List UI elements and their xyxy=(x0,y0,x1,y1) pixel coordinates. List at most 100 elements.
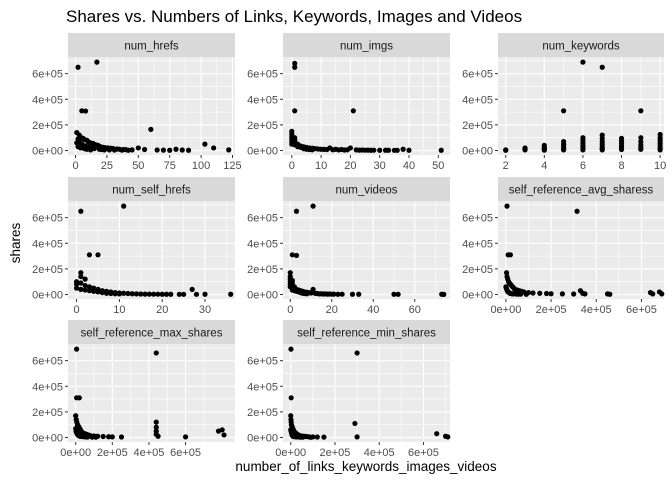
data-point xyxy=(503,270,510,276)
data-point xyxy=(138,291,144,297)
y-tick-label: 0e+00 xyxy=(462,146,493,158)
x-tick-label: 10 xyxy=(315,160,327,172)
data-point xyxy=(75,64,81,70)
data-point xyxy=(548,291,554,297)
x-tick-label: 0e+00 xyxy=(490,304,521,316)
data-point xyxy=(561,147,567,153)
panel-background xyxy=(68,344,235,442)
data-point xyxy=(125,147,131,153)
data-point xyxy=(395,291,401,297)
data-point xyxy=(350,108,356,114)
data-point xyxy=(86,252,93,258)
x-tick-label: 2 xyxy=(503,160,509,172)
data-point xyxy=(181,291,187,297)
y-tick-label: 2e+05 xyxy=(32,407,63,419)
facet-strip-label: num_self_hrefs xyxy=(112,185,191,197)
data-point xyxy=(543,290,550,297)
facet-strip xyxy=(283,33,450,57)
panel-background xyxy=(68,57,235,155)
x-tick-label: 0 xyxy=(287,304,293,316)
panel-background xyxy=(498,201,664,299)
facet-panel-self_reference_min_shares: self_reference_min_shares 0e+00 2e+05 4e+05… xyxy=(247,320,451,459)
data-point xyxy=(354,350,360,356)
data-point xyxy=(503,147,509,153)
x-tick-label: 8 xyxy=(618,160,624,172)
y-tick-label: 6e+05 xyxy=(247,213,278,225)
x-tick-label: 4e+05 xyxy=(581,304,612,316)
x-tick-label: 20 xyxy=(344,160,356,172)
data-point xyxy=(434,431,440,437)
x-tick-label: 6e+05 xyxy=(170,447,201,459)
data-point xyxy=(385,147,392,153)
data-point xyxy=(112,291,118,297)
y-tick-label: 6e+05 xyxy=(32,69,63,81)
x-tick-label: 4e+05 xyxy=(364,447,395,459)
data-point xyxy=(155,291,161,297)
data-point xyxy=(517,291,524,297)
y-tick-label: 4e+05 xyxy=(247,94,278,106)
data-point xyxy=(618,146,625,153)
data-point xyxy=(133,291,140,297)
data-point xyxy=(226,147,232,153)
y-tick-label: 2e+05 xyxy=(32,120,63,132)
data-point xyxy=(314,434,320,440)
data-point xyxy=(173,146,179,152)
data-point xyxy=(650,291,656,297)
data-point xyxy=(202,291,208,297)
x-tick-label: 75 xyxy=(164,160,176,172)
y-tick-label: 4e+05 xyxy=(247,381,278,393)
facet-strip xyxy=(283,177,450,201)
x-tick-label: 20 xyxy=(156,304,168,316)
data-point xyxy=(580,147,586,153)
x-tick-label: 40 xyxy=(367,304,379,316)
data-point xyxy=(352,420,358,427)
data-point xyxy=(82,108,89,114)
data-point xyxy=(182,434,189,440)
data-point xyxy=(607,291,613,297)
data-point xyxy=(523,291,529,297)
y-tick-label: 0e+00 xyxy=(247,290,278,302)
data-point xyxy=(74,346,80,352)
data-point xyxy=(377,147,383,153)
data-point xyxy=(327,145,333,151)
data-point xyxy=(292,108,298,114)
y-tick-label: 6e+05 xyxy=(247,356,278,368)
data-point xyxy=(153,350,159,356)
data-point xyxy=(95,289,101,295)
facet-strip-label: self_reference_min_shares xyxy=(297,328,436,340)
y-tick-label: 0e+00 xyxy=(247,433,278,445)
data-point xyxy=(99,289,105,296)
data-point xyxy=(438,147,444,153)
y-tick-label: 0e+00 xyxy=(462,290,493,302)
data-point xyxy=(73,413,79,419)
y-tick-label: 0e+00 xyxy=(32,290,63,302)
data-point xyxy=(406,147,412,153)
data-point xyxy=(571,291,577,297)
data-point xyxy=(129,291,135,297)
x-tick-label: 0 xyxy=(72,160,78,172)
y-tick-label: 2e+05 xyxy=(247,120,278,132)
data-point xyxy=(91,288,97,294)
data-point xyxy=(339,291,345,297)
data-point xyxy=(394,147,400,153)
x-tick-label: 6e+05 xyxy=(408,447,439,459)
data-point xyxy=(308,434,314,440)
x-tick-label: 2e+05 xyxy=(536,304,567,316)
data-point xyxy=(288,395,294,401)
data-point xyxy=(202,141,208,147)
data-point xyxy=(101,147,108,153)
x-tick-label: 40 xyxy=(403,160,415,172)
data-point xyxy=(310,286,316,292)
data-point xyxy=(441,291,447,297)
data-point xyxy=(362,147,368,153)
data-point xyxy=(293,252,300,259)
data-point xyxy=(82,282,88,289)
y-tick-label: 6e+05 xyxy=(462,213,493,225)
data-point xyxy=(86,284,93,290)
x-tick-label: 20 xyxy=(326,304,338,316)
data-point xyxy=(129,147,135,153)
panel-background xyxy=(283,201,450,299)
data-point xyxy=(211,145,217,151)
data-point xyxy=(118,434,125,440)
